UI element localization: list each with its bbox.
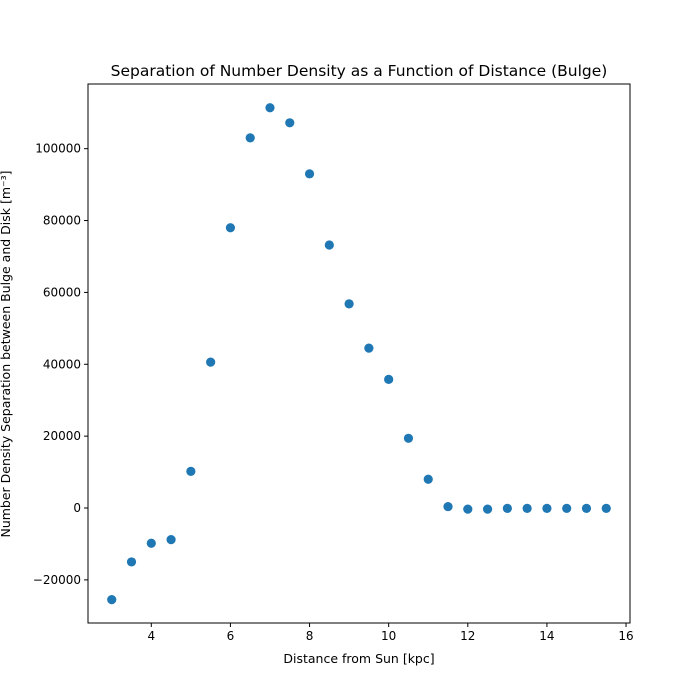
data-point	[443, 501, 453, 512]
data-point	[285, 118, 295, 128]
plot-area-frame	[87, 83, 631, 624]
y-tick-label: 80000	[43, 214, 81, 228]
data-point	[522, 503, 532, 513]
data-point	[364, 343, 374, 353]
data-point	[502, 503, 512, 513]
x-tick-label: 10	[381, 629, 396, 643]
data-point	[107, 595, 117, 605]
data-point	[304, 169, 315, 179]
x-axis-label: Distance from Sun [kpc]	[283, 651, 434, 666]
x-tick-label: 6	[227, 629, 235, 643]
y-tick-label: −20000	[33, 573, 81, 587]
y-tick-label: 20000	[43, 429, 81, 443]
data-point	[562, 503, 572, 513]
data-point	[344, 299, 354, 309]
x-tick-label: 12	[460, 629, 475, 643]
y-tick-label: 60000	[43, 285, 81, 299]
data-point	[423, 474, 433, 484]
data-point	[245, 133, 255, 143]
data-point	[206, 357, 216, 367]
data-point	[166, 535, 176, 545]
x-tick-label: 8	[306, 629, 314, 643]
data-point	[146, 538, 156, 548]
data-point	[403, 433, 414, 443]
y-axis-ticks: −20000 0 20000 40000 60000 80000 100000	[33, 142, 88, 587]
data-point	[265, 103, 275, 113]
y-tick-label: 0	[73, 501, 81, 515]
data-point	[601, 503, 611, 513]
y-tick-label: 100000	[35, 142, 81, 156]
x-axis-ticks: 4 6 8 10 12 14 16	[147, 623, 634, 643]
data-point	[384, 374, 394, 384]
data-point	[186, 466, 196, 476]
data-point	[581, 503, 592, 513]
data-point	[324, 240, 334, 250]
y-tick-label: 40000	[43, 357, 81, 371]
data-points	[107, 103, 611, 605]
y-axis-label: Number Density Separation between Bulge …	[0, 170, 13, 537]
x-tick-label: 14	[539, 629, 554, 643]
x-tick-label: 16	[618, 629, 633, 643]
data-point	[542, 503, 552, 513]
data-point	[126, 557, 137, 567]
data-point	[225, 223, 236, 233]
x-tick-label: 4	[147, 629, 155, 643]
data-point	[482, 504, 493, 514]
chart-title: Separation of Number Density as a Functi…	[111, 62, 608, 80]
data-point	[463, 504, 473, 514]
